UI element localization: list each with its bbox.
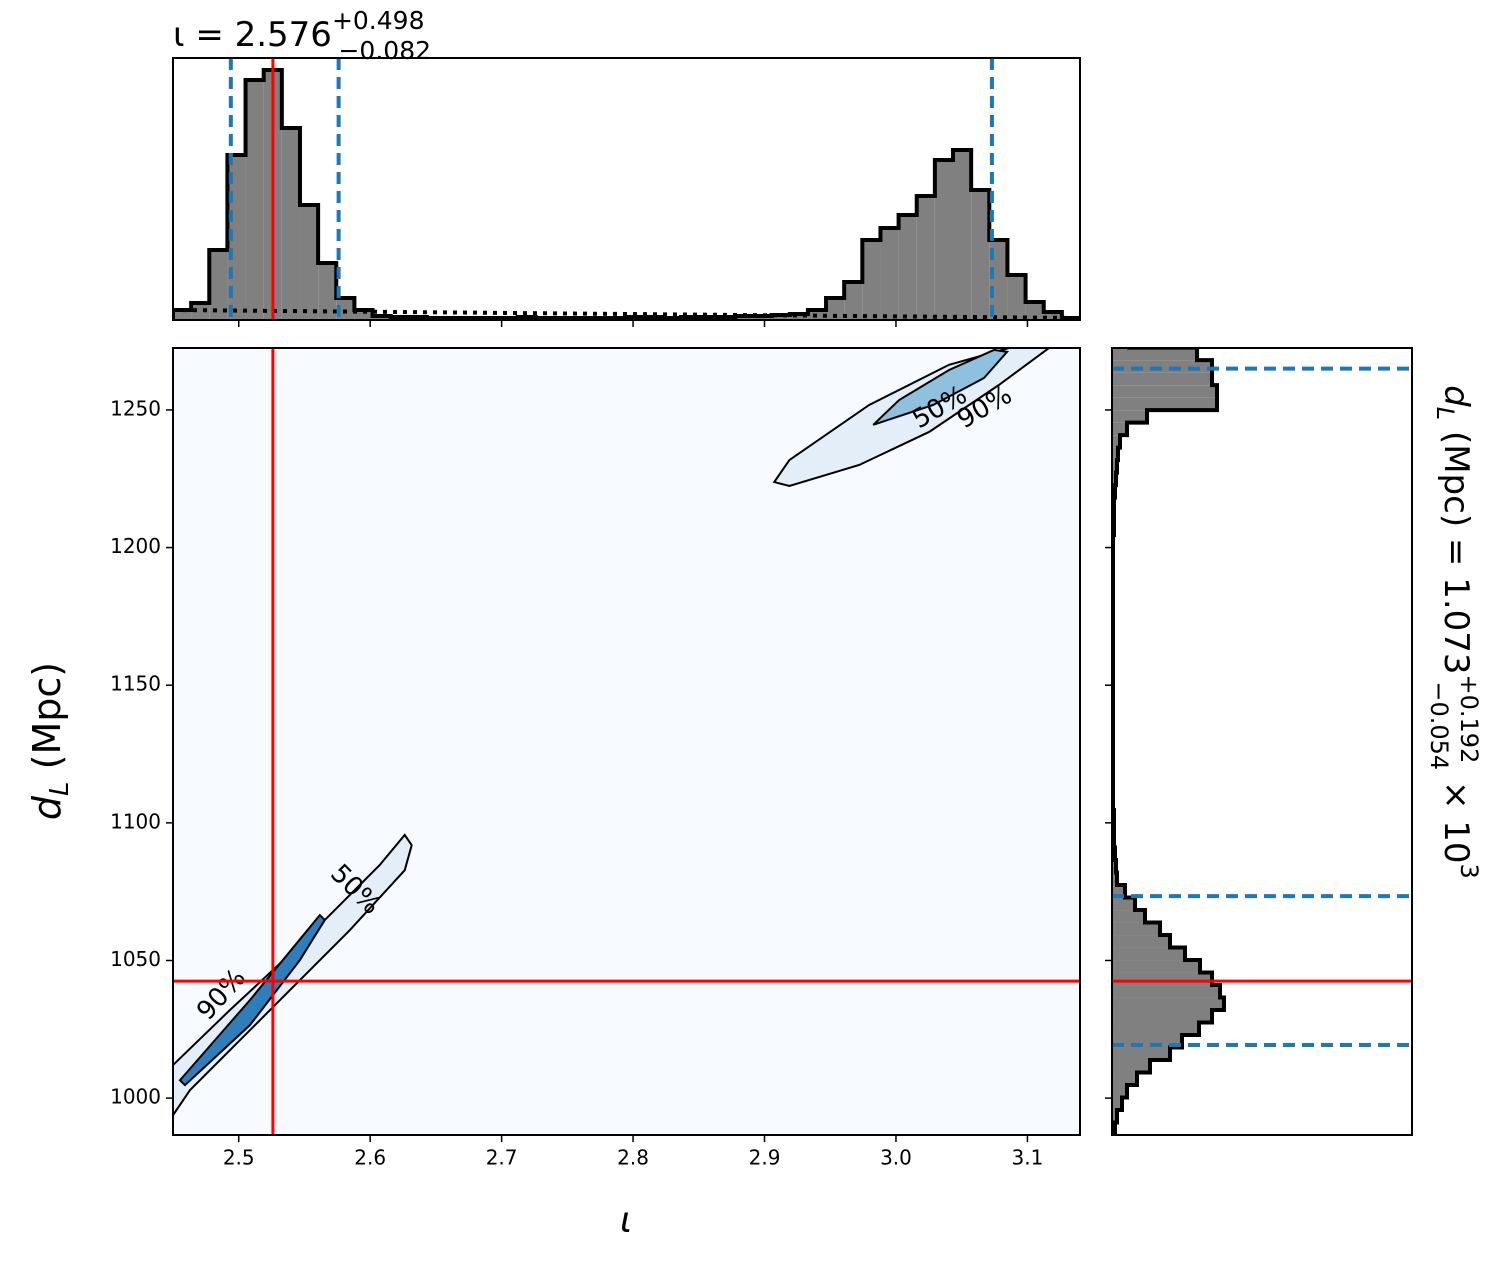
hist-bar: [1007, 275, 1026, 320]
contour: [872, 348, 1010, 426]
hist-bar: [1112, 348, 1197, 361]
heatmap-background: [173, 348, 1080, 1135]
hist-bar: [916, 196, 935, 320]
title: ι = 2.576+0.498 −0.082: [173, 6, 431, 65]
hist-bar: [789, 314, 808, 320]
hist-bar: [1112, 385, 1217, 398]
side-label: dL (Mpc) = 1.073+0.192−0.054 × 103: [1425, 385, 1483, 879]
y-label-subscript: L: [45, 781, 75, 796]
hist-bar: [1112, 922, 1160, 936]
main-panel: 90%90%50%50%: [173, 348, 1080, 1135]
hist-bar: [1112, 1072, 1137, 1086]
x-tick-label: 3.1: [1012, 1146, 1044, 1170]
y-axis-label: dL (Mpc): [25, 662, 75, 820]
hist-bar: [245, 80, 264, 320]
contour: [772, 348, 1051, 487]
hist-bar: [1112, 1097, 1122, 1111]
hist-outline: [1112, 348, 1226, 1135]
title-upper: +0.498: [332, 6, 425, 35]
hist-bar: [1112, 460, 1117, 473]
hist-bar: [862, 240, 881, 320]
x-tick-label: 2.6: [354, 1146, 386, 1170]
hist-bar: [1112, 447, 1118, 461]
hist-bar: [209, 250, 228, 320]
hist-bar: [1112, 1110, 1117, 1123]
hist-bar: [1112, 985, 1220, 998]
hist-bar: [898, 215, 917, 320]
hist-outline: [173, 68, 1080, 320]
side-label-times: × 10: [1436, 770, 1476, 863]
y-label-unit: (Mpc): [25, 662, 69, 782]
panel-frame: [172, 347, 1081, 1136]
hist-bar: [1112, 372, 1212, 386]
y-tick-label: 1200: [110, 534, 161, 558]
hist-bar: [1112, 1085, 1127, 1098]
y-tick-label: 1100: [110, 809, 161, 833]
hist-bar: [191, 303, 210, 320]
hist-bar: [336, 298, 355, 320]
side-label-symbol: d: [1436, 385, 1476, 407]
hist-bar: [826, 298, 845, 320]
side-label-lower: −0.054: [1425, 681, 1453, 770]
side-label-main: (Mpc) = 1.073: [1436, 420, 1476, 674]
y-tick-label: 1050: [110, 947, 161, 971]
hist-bar: [281, 128, 300, 320]
x-tick-label: 2.9: [749, 1146, 781, 1170]
title-main: ι = 2.576: [173, 15, 332, 55]
hist-bar: [1112, 1010, 1212, 1023]
hist-bar: [1025, 302, 1044, 320]
x-axis-label: ι: [620, 1200, 632, 1241]
axes: 2.5 2.6 2.7 2.8 2.9 3.0 3.1 1000 1050 1100 1150 120…: [110, 57, 1413, 1170]
hist-bar: [1112, 997, 1224, 1011]
top-panel: [173, 58, 1080, 320]
hist-bar: [1112, 1047, 1170, 1061]
hist-bar: [1112, 1035, 1182, 1048]
hist-bar: [299, 205, 319, 320]
hist-bar: [1112, 910, 1145, 923]
x-tick-label: 3.0: [880, 1146, 912, 1170]
hist-bar: [844, 282, 863, 320]
prior-line: [173, 308, 1080, 320]
panel-frame: [1111, 347, 1413, 1136]
hist-bar: [1112, 410, 1147, 423]
side-label-exponent: 3: [1455, 864, 1483, 879]
hist-bar: [1112, 972, 1212, 986]
y-tick-label: 1000: [110, 1085, 161, 1109]
side-label-upper: +0.192: [1455, 675, 1483, 764]
hist-bar: [318, 263, 337, 320]
hist-bar: [354, 310, 373, 320]
right-panel: [1112, 348, 1412, 1135]
hist-bar: [1112, 1022, 1199, 1036]
hist-bar: [1043, 312, 1062, 320]
y-tick-label: 1150: [110, 672, 161, 696]
hist-bar: [1112, 435, 1120, 448]
x-tick-label: 2.7: [486, 1146, 518, 1170]
hist-bar: [1112, 397, 1217, 411]
hist-bar: [1112, 960, 1200, 973]
hist-bar: [880, 228, 899, 320]
title-lower: −0.082: [338, 36, 431, 65]
hist-bar: [953, 150, 972, 320]
hist-bar: [1112, 422, 1127, 436]
hist-bar: [1112, 872, 1117, 886]
hist-bar: [934, 160, 954, 320]
contour: [178, 913, 327, 1087]
x-tick-label: 2.8: [617, 1146, 649, 1170]
hist-bar: [1112, 897, 1135, 911]
side-label-subscript: L: [1431, 407, 1459, 420]
hist-bar: [1112, 947, 1185, 961]
hist-bar: [1112, 1060, 1150, 1073]
y-label-symbol: d: [25, 795, 69, 820]
hist-bar: [173, 310, 192, 320]
y-tick-label: 1250: [110, 396, 161, 420]
hist-bar: [971, 190, 990, 320]
hist-bar: [1112, 935, 1170, 948]
panel-frame: [172, 57, 1081, 321]
hist-bar: [771, 315, 790, 320]
x-tick-label: 2.5: [223, 1146, 255, 1170]
